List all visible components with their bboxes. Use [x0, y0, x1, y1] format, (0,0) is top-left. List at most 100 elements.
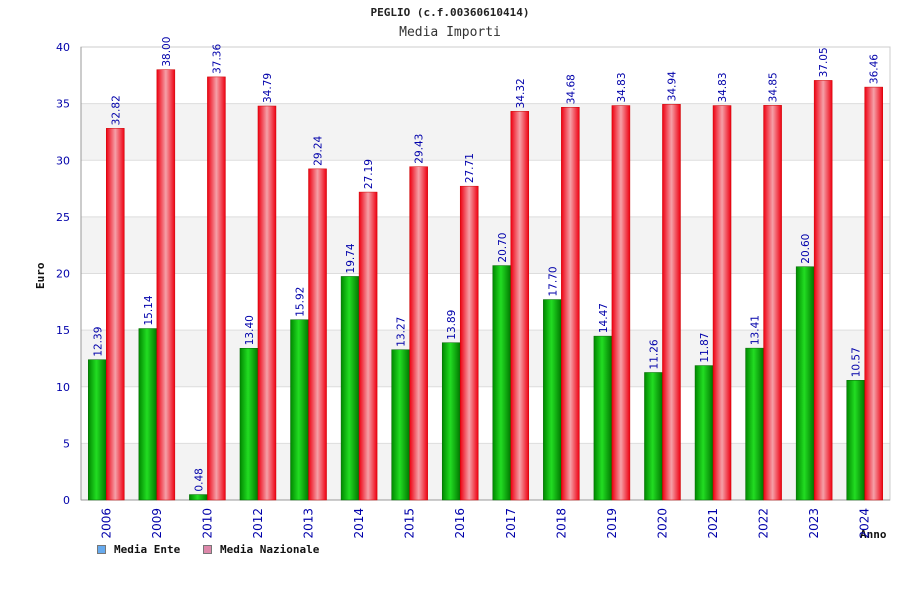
- y-tick-label: 15: [56, 324, 70, 337]
- data-label-media-ente-2024: 10.57: [851, 347, 863, 377]
- bar-media-nazionale-2023: [813, 80, 833, 501]
- x-tick-label-2017: 2017: [504, 508, 518, 539]
- bar-media-ente-2017: [492, 265, 512, 501]
- data-label-media-nazionale-2022: 34.85: [768, 72, 780, 102]
- data-label-media-ente-2012: 13.40: [244, 315, 256, 345]
- bar-media-nazionale-2013: [308, 168, 327, 501]
- bar-media-nazionale-2022: [763, 105, 782, 501]
- bar-media-nazionale-2009: [156, 69, 176, 501]
- bar-media-nazionale-2006: [106, 128, 125, 501]
- bar-media-nazionale-2020: [662, 104, 681, 501]
- x-tick-label-2023: 2023: [807, 508, 821, 539]
- legend-item-media-nazionale: Media Nazionale: [203, 543, 319, 556]
- chart-title: PEGLIO (c.f.00360610414): [370, 6, 530, 19]
- bar-media-nazionale-2021: [712, 105, 732, 501]
- legend-label-media-nazionale: Media Nazionale: [220, 543, 320, 556]
- bar-media-nazionale-2015: [409, 166, 428, 501]
- data-label-media-nazionale-2013: 29.24: [313, 135, 325, 165]
- x-tick-label-2018: 2018: [554, 508, 568, 539]
- y-tick-label: 40: [56, 41, 70, 54]
- bar-media-ente-2014: [340, 276, 360, 501]
- data-label-media-ente-2009: 15.14: [143, 295, 155, 325]
- data-label-media-ente-2006: 12.39: [92, 327, 104, 357]
- bar-media-nazionale-2016: [459, 185, 479, 501]
- y-tick-label: 5: [63, 437, 70, 450]
- x-tick-label-2009: 2009: [150, 508, 164, 539]
- bar-media-nazionale-2018: [561, 106, 580, 501]
- bar-media-ente-2009: [138, 328, 158, 501]
- chart-subtitle: Media Importi: [399, 25, 501, 40]
- bar-media-ente-2021: [694, 365, 714, 501]
- bar-media-ente-2010: [189, 494, 208, 501]
- data-label-media-ente-2010: 0.48: [193, 468, 205, 491]
- data-label-media-nazionale-2019: 34.83: [616, 72, 628, 102]
- data-label-media-nazionale-2024: 36.46: [869, 54, 881, 84]
- data-label-media-ente-2018: 17.70: [547, 266, 559, 296]
- y-tick-label: 20: [56, 268, 70, 281]
- bar-media-ente-2022: [745, 347, 764, 501]
- y-tick-label: 35: [56, 98, 70, 111]
- data-label-media-ente-2017: 20.70: [497, 233, 509, 263]
- data-label-media-ente-2023: 20.60: [800, 234, 812, 264]
- x-axis-label: Anno: [860, 528, 887, 541]
- data-label-media-ente-2013: 15.92: [295, 287, 307, 317]
- data-label-media-nazionale-2023: 37.05: [818, 47, 830, 77]
- data-label-media-ente-2016: 13.89: [446, 310, 458, 340]
- x-tick-label-2022: 2022: [757, 508, 771, 539]
- x-tick-label-2020: 2020: [655, 508, 669, 539]
- bar-media-ente-2006: [88, 359, 107, 501]
- bar-media-ente-2015: [391, 349, 410, 501]
- x-tick-label-2016: 2016: [453, 508, 467, 539]
- y-tick-label: 10: [56, 381, 70, 394]
- x-tick-label-2013: 2013: [302, 508, 316, 539]
- data-label-media-ente-2022: 13.41: [750, 315, 762, 345]
- bar-media-nazionale-2014: [358, 191, 378, 501]
- bar-media-nazionale-2012: [257, 105, 277, 501]
- data-label-media-ente-2020: 11.26: [648, 339, 660, 369]
- bar-media-ente-2019: [593, 335, 613, 501]
- x-tick-label-2015: 2015: [403, 508, 417, 539]
- legend-label-media-ente: Media Ente: [114, 543, 181, 556]
- data-label-media-ente-2014: 19.74: [345, 243, 357, 273]
- legend-item-media-ente: Media Ente: [97, 543, 180, 556]
- legend-swatch-media-ente: [97, 545, 106, 554]
- x-tick-label-2019: 2019: [605, 508, 619, 539]
- y-tick-label: 30: [56, 154, 70, 167]
- bar-media-ente-2020: [644, 372, 663, 501]
- bar-media-nazionale-2024: [864, 86, 883, 501]
- data-label-media-nazionale-2012: 34.79: [262, 73, 274, 103]
- data-label-media-nazionale-2006: 32.82: [110, 95, 122, 125]
- data-label-media-nazionale-2009: 38.00: [161, 37, 173, 67]
- bar-media-nazionale-2017: [510, 111, 530, 501]
- x-tick-label-2014: 2014: [352, 508, 366, 539]
- data-label-media-nazionale-2014: 27.19: [363, 159, 375, 189]
- x-tick-label-2012: 2012: [251, 508, 265, 539]
- bar-media-ente-2023: [795, 266, 815, 501]
- data-label-media-nazionale-2021: 34.83: [717, 72, 729, 102]
- data-label-media-nazionale-2016: 27.71: [464, 153, 476, 183]
- bar-media-nazionale-2019: [611, 105, 631, 501]
- data-label-media-nazionale-2010: 37.36: [211, 44, 223, 74]
- data-label-media-nazionale-2015: 29.43: [414, 134, 426, 164]
- legend-swatch-media-nazionale: [203, 545, 212, 554]
- x-tick-label-2010: 2010: [200, 508, 214, 539]
- bar-media-ente-2016: [441, 342, 461, 501]
- bar-media-ente-2024: [846, 380, 865, 501]
- y-tick-label: 0: [63, 494, 70, 507]
- y-tick-label: 25: [56, 211, 70, 224]
- bar-media-ente-2018: [543, 299, 562, 501]
- bar-media-ente-2013: [290, 319, 309, 501]
- data-label-media-ente-2021: 11.87: [699, 333, 711, 363]
- bar-media-nazionale-2010: [207, 76, 226, 501]
- x-tick-label-2021: 2021: [706, 508, 720, 539]
- data-label-media-nazionale-2020: 34.94: [666, 71, 678, 101]
- bar-media-ente-2012: [239, 347, 259, 501]
- data-label-media-ente-2019: 14.47: [598, 303, 610, 333]
- data-label-media-nazionale-2018: 34.68: [565, 74, 577, 104]
- data-label-media-nazionale-2017: 34.32: [515, 78, 527, 108]
- x-tick-label-2024: 2024: [858, 508, 872, 539]
- x-tick-label-2006: 2006: [99, 508, 113, 539]
- data-label-media-ente-2015: 13.27: [396, 317, 408, 347]
